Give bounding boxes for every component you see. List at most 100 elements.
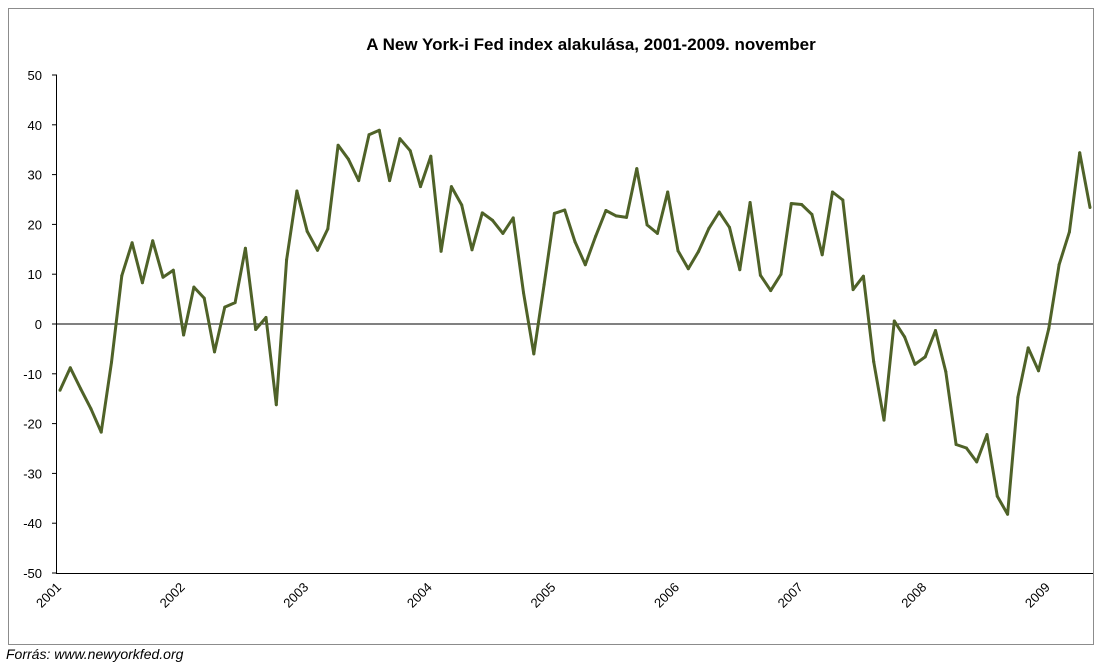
data-point bbox=[285, 258, 289, 262]
y-tick-label: 30 bbox=[28, 168, 42, 183]
data-point bbox=[594, 234, 598, 238]
data-point bbox=[614, 214, 618, 218]
data-point bbox=[583, 263, 587, 267]
data-point bbox=[336, 143, 340, 147]
data-point bbox=[367, 133, 371, 137]
y-tick-label: 0 bbox=[35, 317, 42, 332]
data-point bbox=[192, 285, 196, 289]
data-point bbox=[470, 248, 474, 252]
x-tick-label: 2005 bbox=[527, 580, 558, 611]
data-point bbox=[686, 267, 690, 271]
data-point bbox=[274, 403, 278, 407]
data-point bbox=[676, 249, 680, 253]
data-point bbox=[398, 137, 402, 141]
data-point bbox=[419, 185, 422, 189]
x-tick-label: 2007 bbox=[775, 580, 806, 611]
y-tick-label: -10 bbox=[23, 367, 42, 382]
data-point bbox=[1067, 230, 1071, 234]
x-tick-label: 2008 bbox=[898, 580, 929, 611]
data-point bbox=[944, 370, 948, 374]
data-point bbox=[758, 273, 762, 277]
data-point bbox=[810, 212, 814, 216]
data-point bbox=[707, 226, 711, 230]
y-tick-label: 10 bbox=[28, 267, 42, 282]
data-point bbox=[1078, 151, 1082, 155]
data-point bbox=[769, 289, 773, 293]
data-point bbox=[625, 215, 628, 219]
data-point bbox=[728, 225, 731, 229]
data-point bbox=[1006, 512, 1010, 516]
data-point bbox=[89, 407, 93, 411]
data-point bbox=[552, 211, 556, 215]
data-point bbox=[243, 246, 247, 250]
data-point bbox=[68, 366, 72, 370]
data-point bbox=[305, 229, 309, 233]
data-point bbox=[110, 360, 113, 364]
data-point bbox=[820, 253, 824, 257]
y-tick-label: 40 bbox=[28, 118, 42, 133]
data-point bbox=[429, 154, 433, 158]
data-point bbox=[408, 149, 412, 153]
data-point bbox=[954, 443, 958, 446]
data-point bbox=[748, 201, 752, 204]
data-point bbox=[532, 352, 536, 356]
data-point bbox=[995, 494, 999, 498]
y-axis-ticks: 50 40 30 20 10 0 -10 -20 -30 -40 -50 bbox=[23, 68, 57, 581]
y-tick-label: -40 bbox=[23, 516, 42, 531]
x-tick-label: 2003 bbox=[280, 580, 311, 611]
x-tick-label: 2006 bbox=[651, 580, 682, 611]
y-tick-label: 50 bbox=[28, 68, 42, 83]
data-point bbox=[542, 283, 546, 287]
data-point bbox=[964, 446, 968, 450]
y-tick-label: -50 bbox=[23, 566, 42, 581]
data-point bbox=[439, 249, 443, 253]
data-point bbox=[460, 203, 464, 207]
data-point bbox=[655, 231, 659, 235]
data-point bbox=[377, 128, 381, 132]
series-line bbox=[58, 128, 1092, 516]
data-point bbox=[573, 240, 577, 244]
data-point bbox=[254, 328, 258, 331]
data-point bbox=[831, 190, 834, 194]
data-point bbox=[1016, 395, 1020, 399]
x-axis-ticks: 2001 2002 2003 2004 2005 2006 2007 2008 2009 bbox=[33, 580, 1053, 611]
data-point bbox=[161, 275, 165, 279]
data-point bbox=[130, 241, 134, 245]
data-point bbox=[79, 387, 83, 391]
data-point bbox=[697, 249, 701, 253]
data-point bbox=[233, 301, 237, 305]
data-point bbox=[140, 281, 144, 285]
data-point bbox=[1088, 206, 1092, 209]
data-point bbox=[779, 272, 783, 276]
source-note: Forrás: www.newyorkfed.org bbox=[6, 646, 184, 662]
data-point bbox=[182, 333, 186, 337]
data-point bbox=[1057, 263, 1061, 267]
data-point bbox=[295, 189, 299, 193]
data-point bbox=[501, 231, 505, 235]
data-point bbox=[841, 198, 845, 202]
data-point bbox=[264, 316, 268, 319]
y-tick-label: 20 bbox=[28, 217, 42, 232]
data-point bbox=[645, 223, 649, 227]
data-point bbox=[357, 179, 361, 183]
data-point bbox=[635, 167, 639, 171]
data-point bbox=[851, 288, 855, 292]
data-point bbox=[522, 291, 525, 295]
data-point bbox=[1026, 346, 1030, 350]
data-point bbox=[511, 216, 515, 220]
data-point bbox=[346, 157, 350, 161]
data-point bbox=[480, 211, 484, 215]
data-point bbox=[388, 179, 392, 183]
data-point bbox=[326, 227, 330, 231]
data-point bbox=[58, 388, 62, 392]
x-tick-label: 2009 bbox=[1022, 580, 1053, 611]
data-point bbox=[223, 305, 227, 309]
data-point bbox=[316, 248, 319, 252]
y-tick-label: -30 bbox=[23, 466, 42, 481]
data-point bbox=[861, 274, 865, 278]
data-point bbox=[120, 274, 124, 278]
data-point bbox=[563, 208, 567, 212]
x-tick-label: 2004 bbox=[404, 580, 435, 611]
data-point bbox=[882, 418, 886, 422]
